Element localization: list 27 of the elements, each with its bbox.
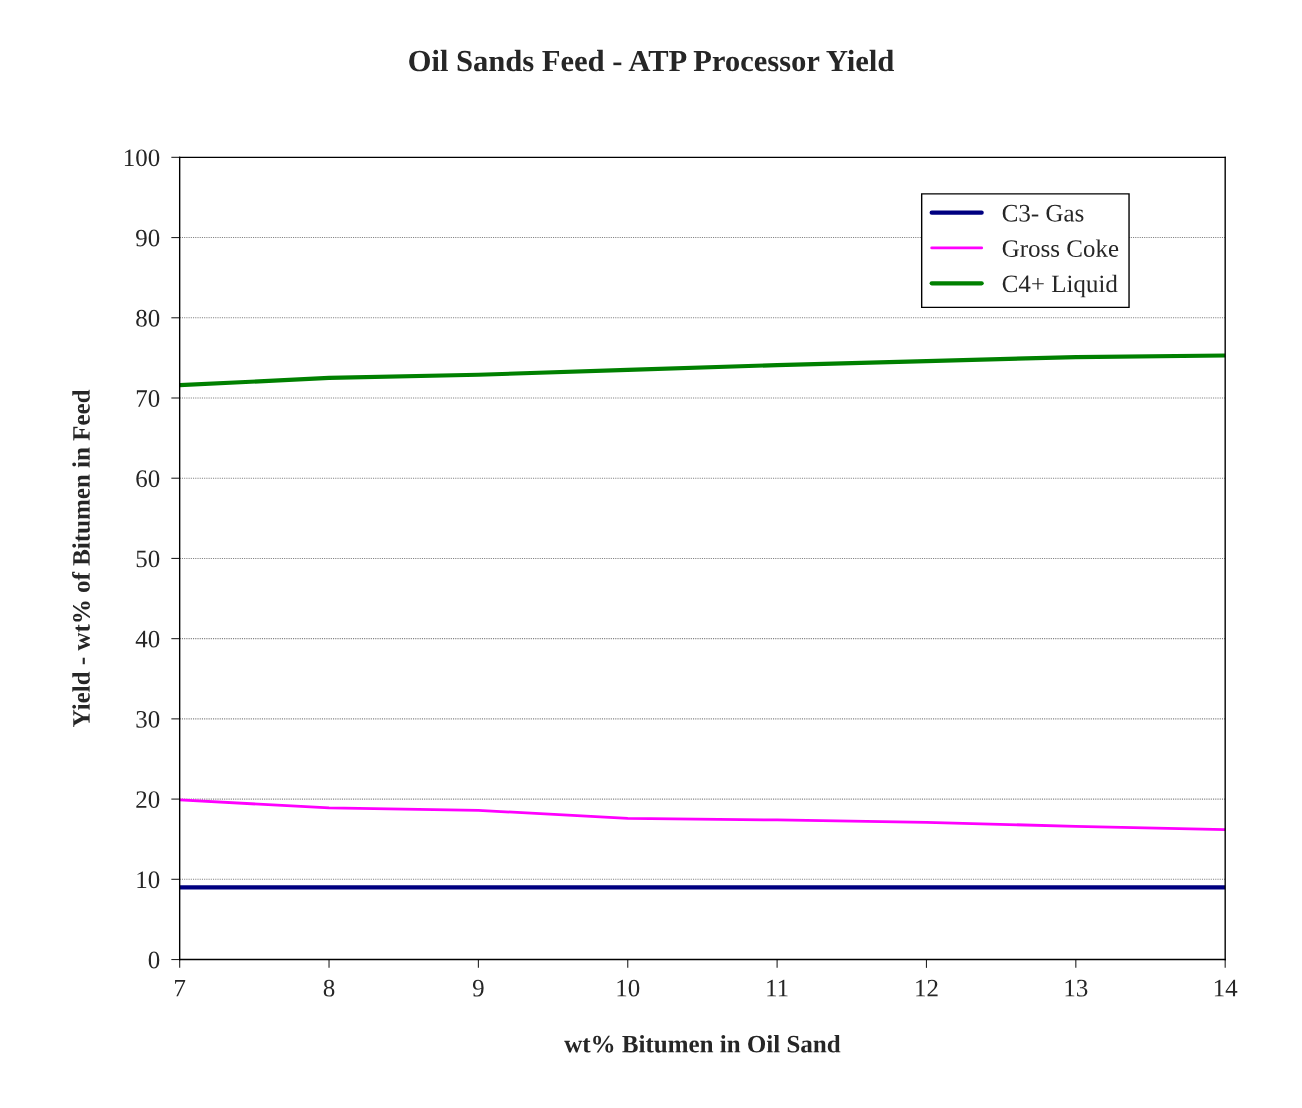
y-tick-label: 40 xyxy=(135,630,160,648)
x-tick-label: 9 xyxy=(472,979,484,997)
y-axis-title: Yield - wt% of Bitumen in Feed xyxy=(72,389,90,727)
y-tick-label: 100 xyxy=(124,149,160,167)
line-series xyxy=(179,798,1226,831)
y-tick-label: 30 xyxy=(136,710,160,728)
x-tick-label: 10 xyxy=(617,979,640,997)
y-tick-label: 50 xyxy=(136,550,160,568)
legend-label: C4+ Liquid xyxy=(1002,274,1118,298)
y-tick-label: 0 xyxy=(148,951,160,969)
x-tick-label: 12 xyxy=(916,979,938,997)
y-tick-label: 20 xyxy=(136,791,160,809)
y-tick-label: 90 xyxy=(136,229,160,247)
chart-title: Oil Sands Feed - ATP Processor Yield xyxy=(409,49,894,72)
legend-label: Gross Coke xyxy=(1002,239,1119,257)
x-tick-label: 13 xyxy=(1065,979,1088,997)
x-tick-label: 8 xyxy=(323,979,335,997)
y-tick-label: 70 xyxy=(136,390,160,407)
x-tick-label: 11 xyxy=(767,979,788,997)
y-tick-label: 10 xyxy=(137,871,160,889)
x-tick-label: 14 xyxy=(1214,979,1238,997)
x-tick-label: 7 xyxy=(175,979,186,997)
legend-label: C3- Gas xyxy=(1002,204,1084,222)
y-tick-label: 80 xyxy=(136,309,160,327)
y-tick-label: 60 xyxy=(136,470,160,488)
x-axis-title: wt% Bitumen in Oil Sand xyxy=(564,1034,841,1053)
line-series xyxy=(179,353,1226,388)
